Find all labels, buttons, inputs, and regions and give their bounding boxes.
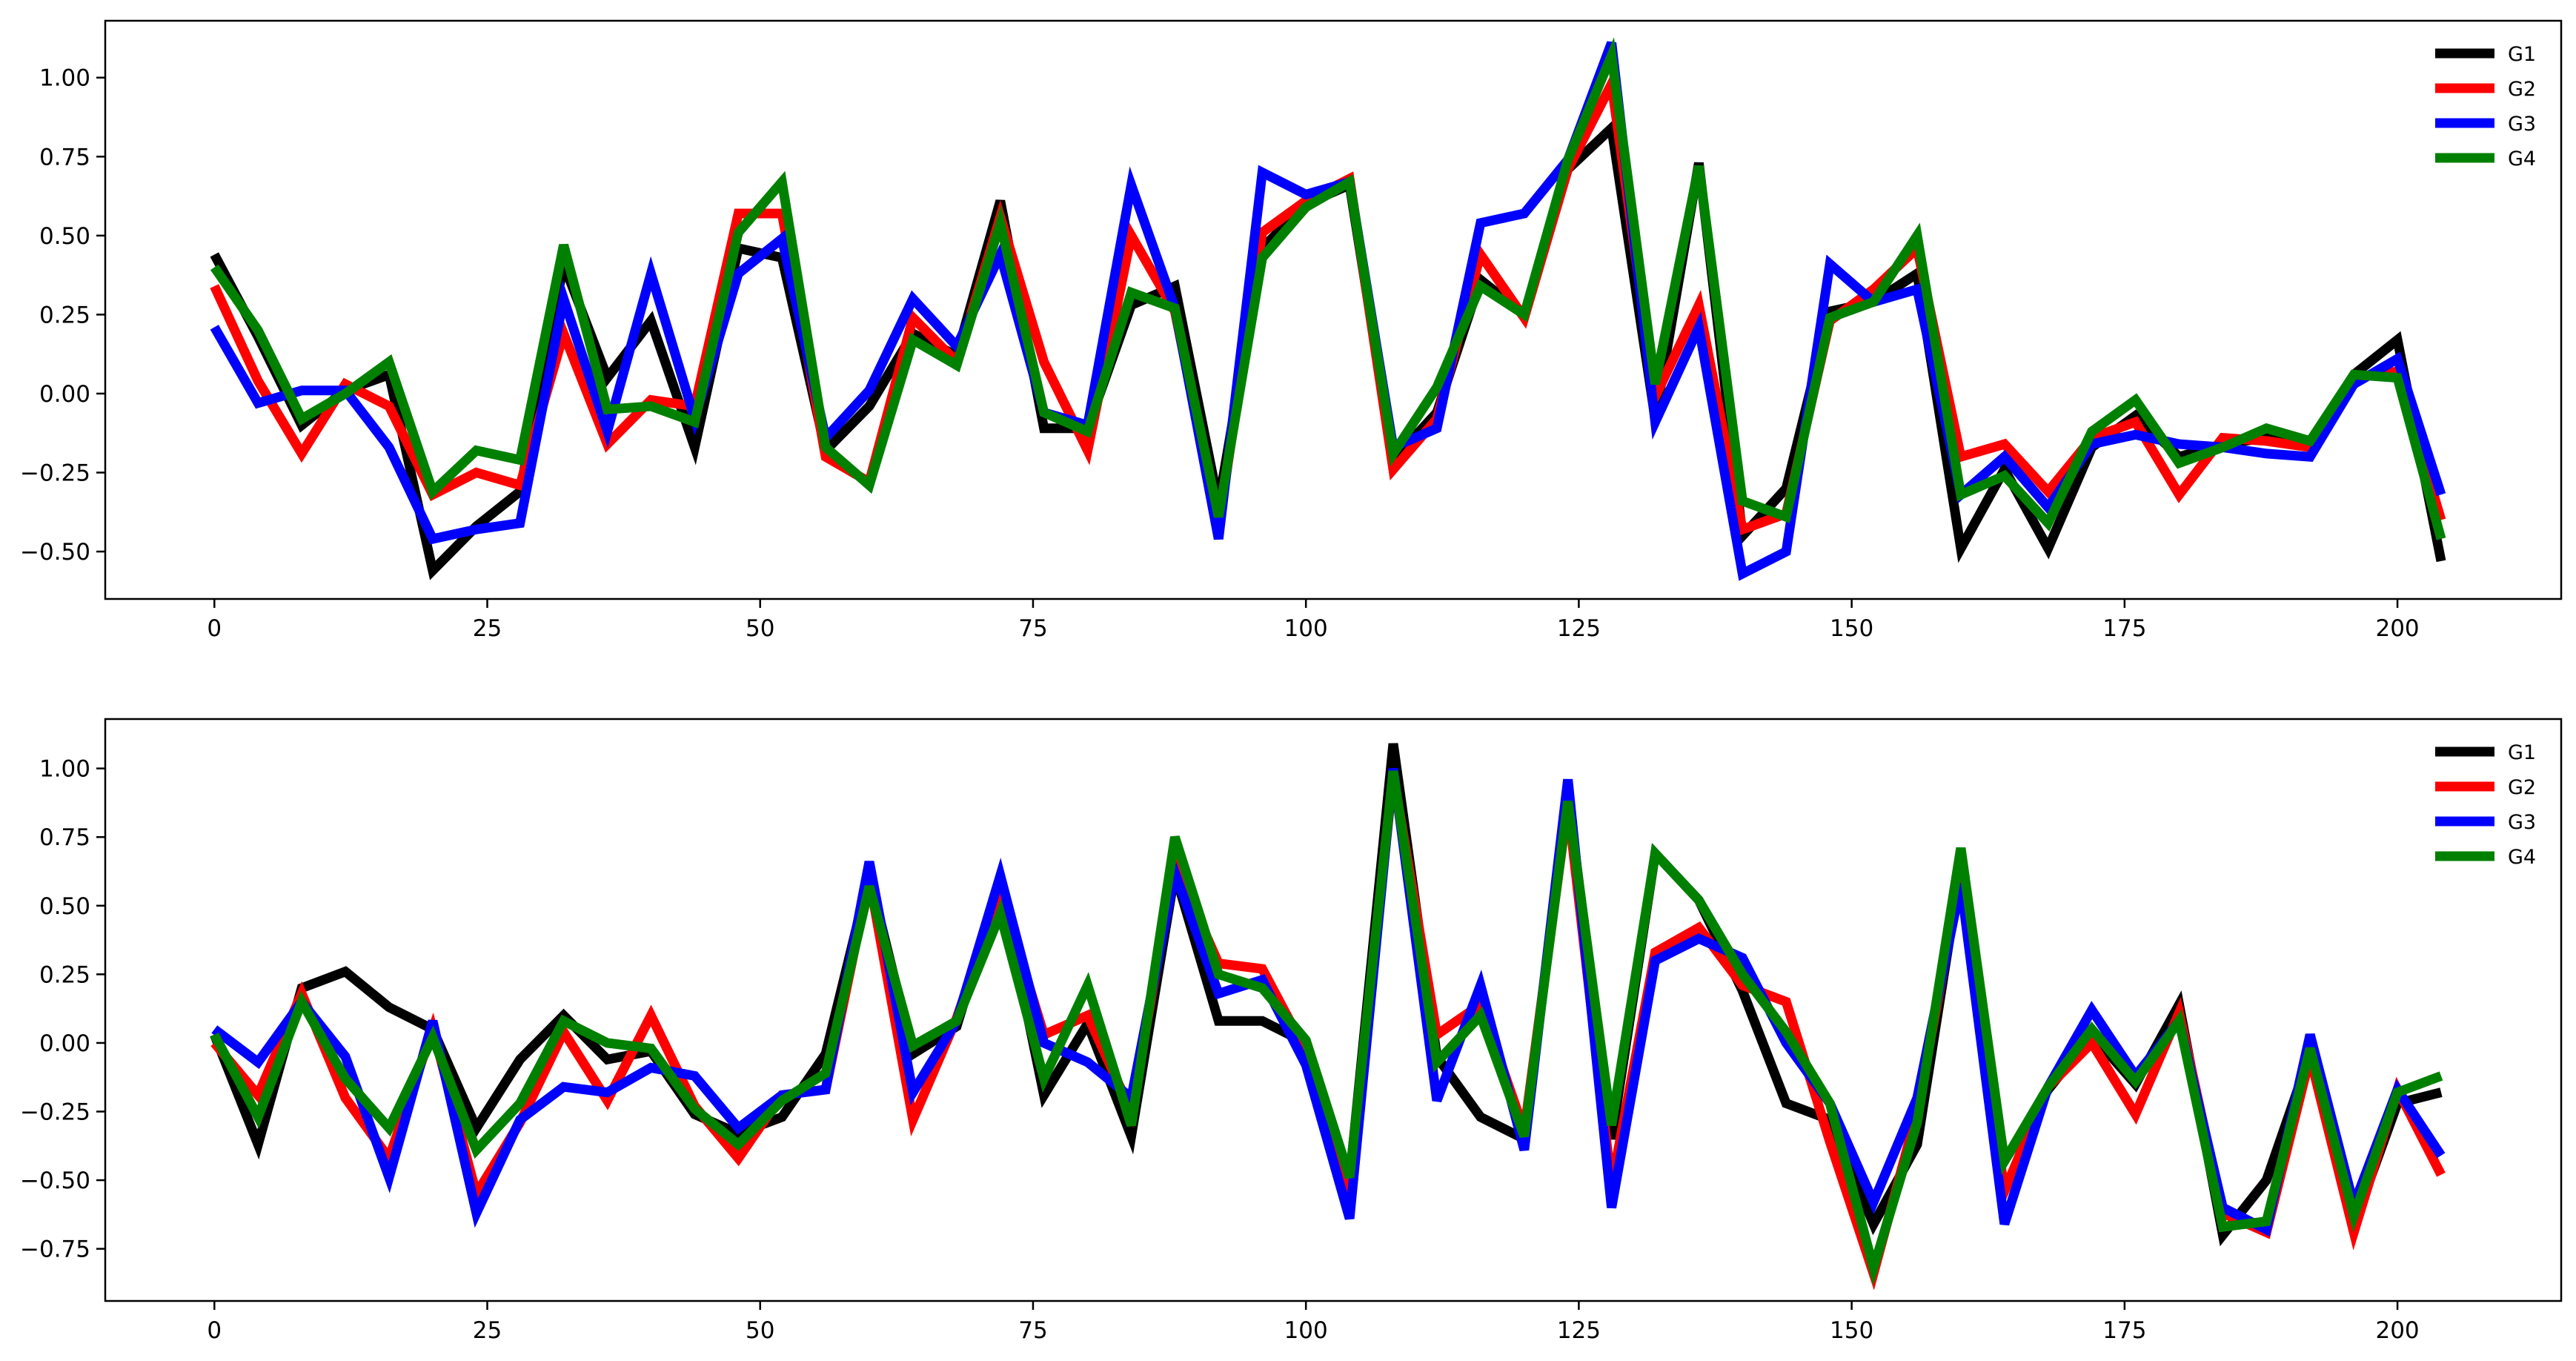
y-tick-label: 0.00	[39, 1030, 90, 1057]
legend-label-g3: G3	[2508, 811, 2536, 834]
x-tick-label: 175	[2102, 615, 2146, 642]
x-tick-label: 0	[207, 1317, 222, 1344]
x-tick-label: 200	[2375, 1317, 2419, 1344]
series-lines	[210, 37, 2446, 581]
bottom-line-chart: 0 25 50 75 100 125 150 175 200 −0.75 −0.50 −0.25 0.0…	[20, 718, 2563, 1344]
y-tick-label: 0.50	[39, 223, 90, 250]
y-tick-label: 0.25	[39, 302, 90, 328]
x-tick-label: 125	[1557, 1317, 1601, 1344]
legend: G1 G2 G3 G4	[2435, 43, 2536, 170]
legend-label-g2: G2	[2508, 776, 2536, 799]
y-tick-label: 0.75	[39, 824, 90, 851]
x-tick-label: 125	[1557, 615, 1601, 642]
x-tick-label: 150	[1830, 615, 1873, 642]
y-tick-label: 0.25	[39, 961, 90, 988]
y-tick-label: −0.75	[20, 1236, 90, 1263]
y-tick-label: −0.25	[20, 1099, 90, 1126]
y-tick-label: −0.50	[20, 539, 90, 566]
series-line-g4	[210, 37, 2446, 540]
axes-frame	[104, 19, 2563, 600]
legend-label-g2: G2	[2508, 78, 2536, 101]
x-tick-label: 100	[1284, 1317, 1328, 1344]
x-tick-label: 75	[1018, 1317, 1047, 1344]
x-tick-label: 50	[746, 1317, 774, 1344]
y-tick-label: −0.25	[20, 460, 90, 487]
x-tick-label: 25	[473, 1317, 502, 1344]
x-tick-label: 175	[2102, 1317, 2146, 1344]
x-tick-label: 50	[746, 615, 774, 642]
x-tick-label: 75	[1018, 615, 1047, 642]
y-tick-label: 0.00	[39, 381, 90, 408]
series-lines	[210, 743, 2446, 1291]
x-tick-label: 100	[1284, 615, 1328, 642]
y-tick-label: 0.75	[39, 144, 90, 170]
y-tick-label: 0.50	[39, 893, 90, 920]
axes-frame	[104, 718, 2563, 1302]
y-tick-label: 1.00	[39, 756, 90, 783]
x-tick-label: 25	[473, 615, 502, 642]
x-tick-label: 150	[1830, 1317, 1873, 1344]
legend-label-g3: G3	[2508, 113, 2536, 136]
x-tick-label: 200	[2375, 615, 2419, 642]
series-line-g4	[210, 770, 2443, 1286]
legend-label-g1: G1	[2508, 43, 2536, 66]
legend-label-g4: G4	[2508, 148, 2536, 170]
series-line-g3	[211, 767, 2446, 1237]
legend-label-g1: G1	[2508, 741, 2536, 764]
legend: G1 G2 G3 G4	[2435, 741, 2536, 869]
y-tick-label: 1.00	[39, 65, 90, 92]
x-tick-label: 0	[207, 615, 222, 642]
legend-label-g4: G4	[2508, 846, 2536, 869]
top-line-chart: 0 25 50 75 100 125 150 175 200 −0.50 −0.25 0.00 0.25…	[20, 19, 2563, 642]
y-tick-label: −0.50	[20, 1168, 90, 1194]
